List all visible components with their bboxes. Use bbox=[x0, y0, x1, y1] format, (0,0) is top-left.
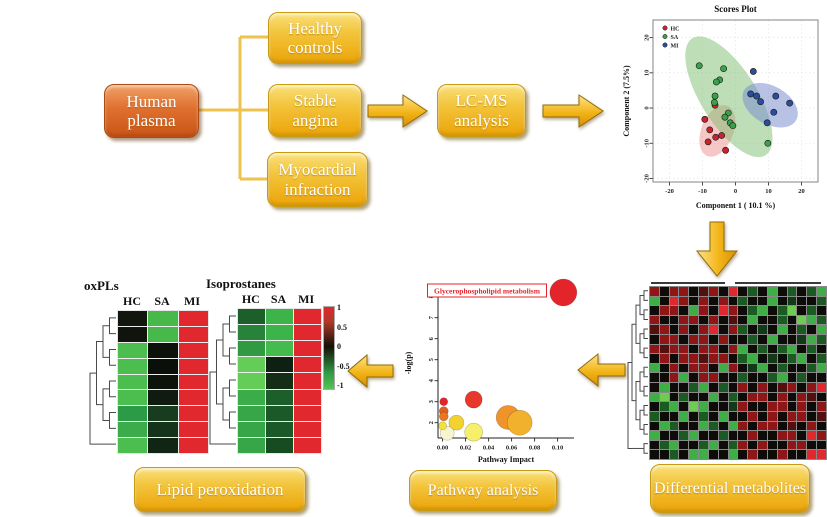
svg-text:Scores Plot: Scores Plot bbox=[714, 4, 757, 14]
svg-text:0.00: 0.00 bbox=[437, 445, 448, 452]
stable-angina-label: Stable angina bbox=[292, 91, 338, 130]
row-dendrogram bbox=[89, 317, 116, 445]
lcms-analysis-box: LC-MS analysis bbox=[437, 84, 526, 137]
svg-text:0.08: 0.08 bbox=[529, 445, 541, 452]
stable-angina-box: Stable angina bbox=[268, 84, 362, 137]
svg-text:0.02: 0.02 bbox=[460, 445, 471, 452]
isoprostanes-heatmap bbox=[237, 308, 322, 454]
svg-text:-10: -10 bbox=[644, 139, 651, 148]
differential-metabolites-heatmap bbox=[649, 286, 827, 460]
human-plasma-box: Human plasma bbox=[104, 84, 199, 138]
healthy-controls-box: Healthy controls bbox=[268, 12, 362, 64]
flow-connector-lines bbox=[196, 35, 272, 181]
svg-text:Component 2 (7.5%): Component 2 (7.5%) bbox=[622, 65, 631, 137]
svg-text:0.04: 0.04 bbox=[483, 445, 495, 452]
differential-metabolites-box: Differential metabolites bbox=[650, 464, 810, 513]
svg-text:10: 10 bbox=[765, 188, 772, 195]
colorbar-labels: 1 0.5 0 -0.5 -1 bbox=[337, 303, 350, 390]
arrow-left-icon bbox=[347, 353, 394, 389]
pathway-analysis-label: Pathway analysis bbox=[427, 481, 539, 499]
column-header-sa: SA bbox=[154, 294, 170, 308]
myocardial-infraction-label: Myocardial infraction bbox=[278, 160, 357, 199]
heatmap-column-group-line bbox=[735, 282, 821, 284]
svg-text:6: 6 bbox=[428, 336, 435, 340]
column-header-hc: HC bbox=[123, 294, 141, 308]
column-header-mi: MI bbox=[184, 294, 200, 308]
lipid-peroxidation-box: Lipid peroxidation bbox=[134, 467, 306, 512]
arrow-right-icon bbox=[367, 94, 428, 128]
svg-text:-10: -10 bbox=[698, 188, 707, 195]
differential-metabolites-label: Differential metabolites bbox=[653, 479, 807, 497]
pathway-bubble-plot: 0.000.020.040.060.080.102345678Glyceroph… bbox=[404, 278, 578, 464]
colorbar-label: -0.5 bbox=[337, 361, 350, 371]
svg-text:-20: -20 bbox=[644, 174, 651, 183]
column-header-sa: SA bbox=[270, 292, 287, 306]
oxpls-title: oxPLs bbox=[84, 278, 119, 293]
svg-text:Pathway Impact: Pathway Impact bbox=[478, 455, 535, 464]
svg-text:MI: MI bbox=[671, 43, 680, 49]
arrow-down-icon bbox=[695, 221, 739, 277]
svg-text:-20: -20 bbox=[665, 188, 674, 195]
svg-text:HC: HC bbox=[671, 26, 680, 32]
scores-plot-chart: -20 -10 0 10 20 -20 -10 0 10 20 HC SA MI Scores Plot C… bbox=[622, 4, 819, 210]
row-dendrogram bbox=[627, 290, 648, 454]
arrow-right-icon bbox=[542, 94, 604, 128]
lcms-analysis-label: LC-MS analysis bbox=[454, 91, 509, 130]
myocardial-infraction-box: Myocardial infraction bbox=[267, 152, 368, 207]
svg-text:20: 20 bbox=[644, 34, 651, 41]
svg-text:3: 3 bbox=[428, 399, 435, 403]
oxpls-heatmap bbox=[117, 310, 209, 454]
svg-text:10: 10 bbox=[644, 70, 651, 77]
svg-text:-log(p): -log(p) bbox=[404, 351, 413, 374]
pathway-analysis-box: Pathway analysis bbox=[409, 470, 557, 511]
oxpls-column-headers: HC SA MI bbox=[117, 294, 207, 309]
heatmap-colorbar bbox=[323, 306, 335, 390]
column-header-hc: HC bbox=[241, 292, 260, 306]
svg-text:Component 1 ( 10.1 %): Component 1 ( 10.1 %) bbox=[696, 201, 776, 210]
heatmap-column-group-line bbox=[651, 282, 725, 284]
svg-text:2: 2 bbox=[428, 421, 435, 424]
healthy-controls-label: Healthy controls bbox=[287, 18, 343, 57]
svg-text:0.06: 0.06 bbox=[506, 445, 518, 452]
isoprostanes-column-headers: HC SA MI bbox=[237, 292, 320, 307]
svg-text:0: 0 bbox=[644, 106, 651, 109]
svg-text:0.10: 0.10 bbox=[552, 445, 563, 452]
column-header-mi: MI bbox=[298, 292, 315, 306]
isoprostanes-title: Isoprostanes bbox=[206, 276, 276, 291]
svg-text:7: 7 bbox=[428, 315, 435, 319]
svg-text:5: 5 bbox=[428, 357, 435, 361]
svg-text:SA: SA bbox=[671, 35, 679, 41]
svg-text:20: 20 bbox=[798, 188, 805, 195]
lipid-peroxidation-label: Lipid peroxidation bbox=[156, 479, 284, 499]
colorbar-label: 1 bbox=[337, 303, 341, 312]
svg-text:4: 4 bbox=[428, 378, 435, 382]
svg-text:0: 0 bbox=[734, 188, 737, 195]
colorbar-label: -1 bbox=[337, 381, 344, 390]
arrow-left-icon bbox=[577, 352, 626, 388]
row-dendrogram bbox=[209, 315, 236, 445]
colorbar-label: 0.5 bbox=[337, 322, 347, 332]
svg-text:Glycerophospholipid metabolism: Glycerophospholipid metabolism bbox=[434, 286, 541, 295]
colorbar-label: 0 bbox=[337, 342, 341, 351]
human-plasma-label: Human plasma bbox=[126, 91, 177, 130]
